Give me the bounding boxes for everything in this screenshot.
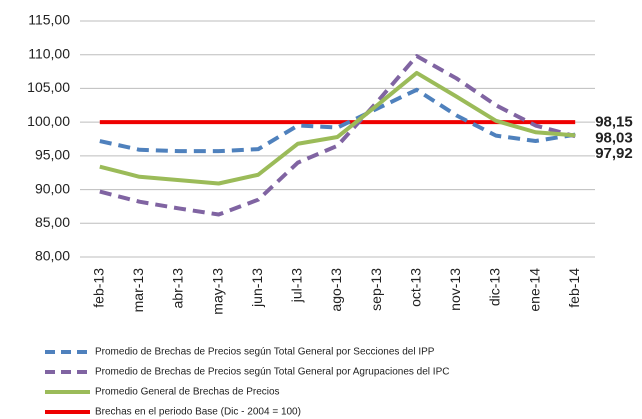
series-line — [99, 87, 576, 154]
series-line — [99, 54, 576, 217]
y-tick-label: 115,00 — [28, 12, 70, 28]
series-line — [99, 70, 576, 186]
legend-label: Promedio de Brechas de Precios según Tot… — [95, 367, 449, 378]
x-tick-label: jul-13 — [289, 268, 305, 303]
x-tick-label: nov-13 — [447, 268, 463, 311]
x-tick-label: feb-14 — [566, 268, 582, 308]
legend-label: Promedio General de Brechas de Precios — [95, 387, 280, 398]
x-tick-label: ago-13 — [328, 268, 344, 312]
value-label: 98,03 — [595, 129, 633, 146]
x-tick-label: abr-13 — [170, 268, 186, 309]
y-tick-label: 100,00 — [27, 113, 70, 129]
x-tick-label: mar-13 — [130, 268, 146, 313]
y-tick-label: 80,00 — [35, 248, 70, 264]
y-tick-label: 85,00 — [35, 214, 70, 230]
legend-label: Brechas en el periodo Base (Dic - 2004 =… — [95, 407, 301, 418]
y-tick-label: 110,00 — [28, 45, 70, 61]
x-tick-label: jun-13 — [249, 268, 265, 308]
y-tick-label: 90,00 — [35, 180, 70, 196]
legend-label: Promedio de Brechas de Precios según Tot… — [95, 347, 435, 358]
x-tick-label: dic-13 — [487, 268, 503, 306]
x-tick-label: sep-13 — [368, 268, 384, 311]
x-tick-label: feb-13 — [91, 268, 107, 308]
y-tick-label: 105,00 — [27, 79, 70, 95]
x-tick-label: may-13 — [209, 268, 225, 315]
value-label: 97,92 — [595, 145, 633, 162]
value-label: 98,15 — [595, 114, 633, 131]
x-tick-label: oct-13 — [407, 268, 423, 307]
y-tick-label: 95,00 — [35, 147, 70, 163]
x-tick-label: ene-14 — [526, 268, 542, 312]
